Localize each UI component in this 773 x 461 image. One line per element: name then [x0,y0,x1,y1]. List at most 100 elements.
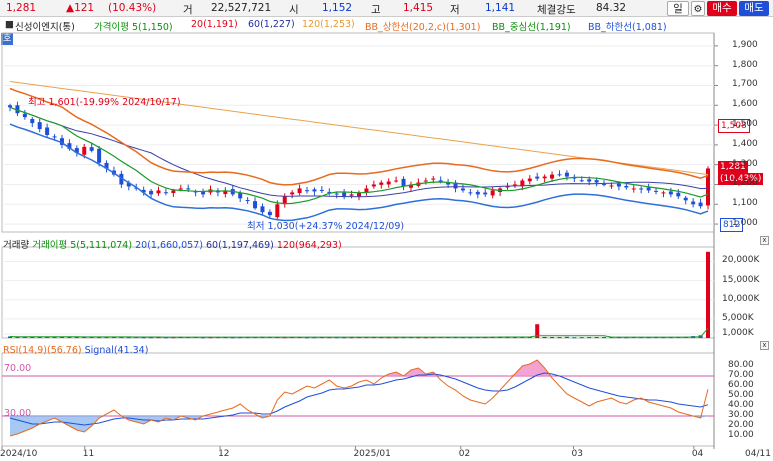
price-candle [178,188,183,190]
sell-button[interactable]: 매도 [739,1,769,16]
rsi-signal-line [9,372,709,426]
rsi-legend-rsi: RSI(14,9)(56.76) [3,345,82,356]
legend-ma20[interactable]: 20(1,191) [191,19,238,30]
volume-bar [572,337,577,339]
volume-bar [342,337,347,339]
volume-bar [238,337,243,339]
legend-ma5[interactable]: 가격이평 5(1,150) [94,22,173,33]
price-candle [193,191,198,193]
indicator-legend: ■ 신성이엔지(통) 가격이평 5(1,150) 20(1,191) 60(1,… [0,17,773,33]
legend-ma60[interactable]: 60(1,227) [248,19,295,30]
price-tick-label: 1,200 [732,178,758,189]
volume-bar [82,336,87,338]
volume-bar [201,337,206,339]
panel-close-icon[interactable]: x [760,236,769,245]
rsi-tick-label: 20.00 [728,420,754,430]
volume-legend-ma20: 20(1,660,057) [135,240,203,251]
price-candle [59,138,64,145]
volume-bar [579,337,584,339]
price-candle [475,191,480,195]
last-high-badge: 1,508 [718,119,750,133]
high-label: 고 [371,4,381,16]
buy-button-label: 매수 [712,2,732,14]
price-candle [609,185,614,187]
rsi-legend: RSI(14,9)(56.76) Signal(41.34) [3,345,148,356]
price-candle [408,184,413,188]
price-candle [698,202,703,207]
price-tick-label: 1,900 [732,39,758,50]
buy-button[interactable]: 매수 [707,1,737,16]
date-tick-label: 11 [82,449,95,459]
volume-bar [468,337,473,339]
volume-bar [230,337,235,339]
volume-bar [74,337,79,339]
price-panel[interactable] [8,81,710,222]
legend-bb-lower[interactable]: BB_하한선(1,081) [588,22,667,33]
volume-panel[interactable] [8,251,710,339]
price-candle [401,178,406,187]
low-label: 저 [450,4,460,16]
volume-tick-label: 5,000K [722,312,754,323]
volume-bar [97,337,102,339]
legend-ma120[interactable]: 120(1,253) [302,19,355,30]
price-candle [282,196,287,205]
volume-bar [594,337,599,339]
panel-close-icon[interactable]: x [760,341,769,350]
price-candle [639,188,644,190]
price-candle [82,146,87,155]
price-candle [661,192,666,194]
price-candle [357,192,361,197]
volume-bar [423,337,428,339]
volume-bar [386,337,391,339]
price-candle [89,147,94,151]
price-candle [446,181,451,185]
price-candle [371,184,376,187]
rsi-tick-label: 40.00 [728,400,754,410]
price-tick-label: 1,600 [732,99,758,110]
quote-tag: 호 [1,33,14,45]
volume-bar [134,337,139,339]
date-tick-label: 04 [691,449,704,459]
rsi-tick-label: 10.00 [728,430,754,440]
last-pct-badge: (10.43%) [718,173,764,185]
volume-bar [706,251,710,338]
legend-stock-name[interactable]: 신성이엔지(통) [15,22,75,33]
price-candle [668,191,673,195]
volume-bar [30,336,35,338]
volume-bar [15,336,20,338]
price-candle [379,182,384,185]
rsi-panel[interactable] [2,359,714,437]
period-button-label: 일 [673,3,683,15]
volume-ma-line [9,327,709,338]
price-candle [676,192,681,197]
volume-bar [104,336,109,338]
settings-icon[interactable]: ⚙ [691,1,705,16]
price-candle [201,191,206,195]
price-candle [297,188,302,194]
price-candle [512,184,517,186]
price-candle [691,201,696,205]
open-value: 1,152 [322,2,353,14]
price-candle [616,183,621,187]
rsi-legend-signal: Signal(41.34) [84,345,149,356]
legend-bb-upper[interactable]: BB_상한선(20,2,c)(1,301) [365,22,481,33]
rsi-tick-label: 70.00 [728,370,754,380]
price-candle [550,174,555,179]
price-candle [706,168,710,206]
low-annotation: 최저 1,030(+24.37% 2024/12/09) [247,221,405,232]
price-candle [564,172,569,177]
current-price: 1,281 [6,2,37,14]
volume-bar [111,336,116,338]
volume-bar [89,336,94,338]
price-candle [290,192,295,195]
period-button[interactable]: 일 [667,1,689,16]
volume-bar [156,337,161,339]
volume-bar [379,337,384,339]
legend-bb-mid[interactable]: BB_중심선(1,191) [492,22,571,33]
price-change-pct: (10.43%) [108,2,157,14]
bb-lower-line [9,123,709,222]
volume-bar [661,337,666,339]
volume-bar [126,337,131,339]
price-candle [223,190,228,195]
